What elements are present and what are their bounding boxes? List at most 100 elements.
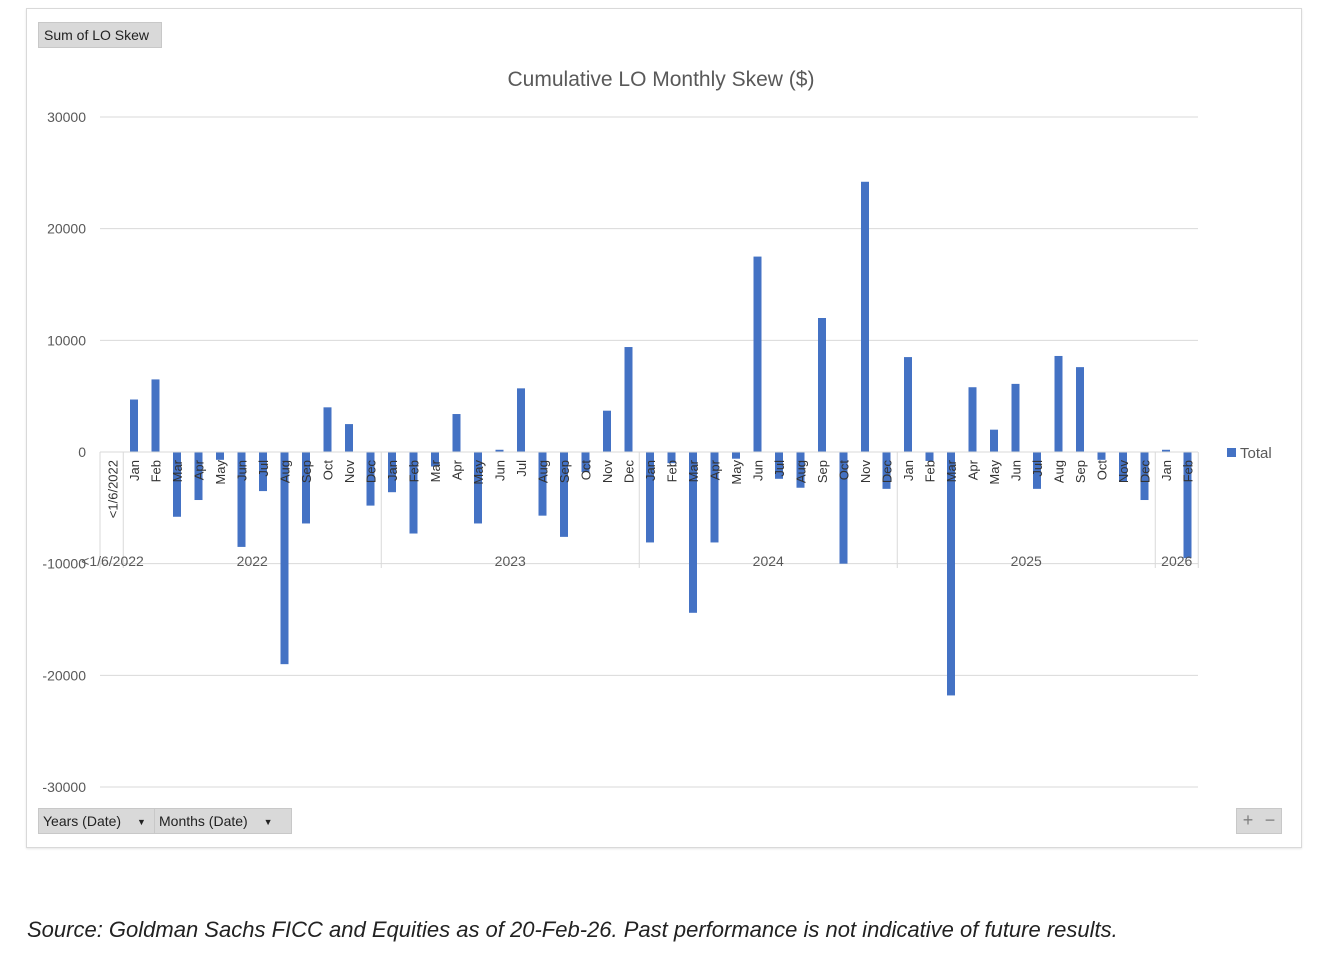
x-month-label: Mar xyxy=(428,459,443,482)
legend: Total xyxy=(1227,445,1272,462)
y-tick-label: -20000 xyxy=(42,667,86,683)
x-month-label: Dec xyxy=(880,460,895,484)
bar-2024-Oct xyxy=(839,452,848,564)
x-month-label: Mar xyxy=(170,459,185,482)
bar-2026-Jan xyxy=(1162,449,1170,452)
bar-2022-Jun xyxy=(237,452,246,547)
x-month-label: Mar xyxy=(944,459,959,482)
bar-2023-Dec xyxy=(624,347,633,452)
bar-2025-Mar xyxy=(947,452,955,696)
x-month-label: <1/6/2022 xyxy=(106,460,121,518)
x-month-label: Jun xyxy=(751,460,766,481)
x-month-label: Jul xyxy=(514,460,529,477)
y-tick-label: -10000 xyxy=(42,556,86,572)
bar-2022-Feb xyxy=(151,379,160,452)
legend-label-total: Total xyxy=(1240,445,1272,462)
x-month-label: Nov xyxy=(342,460,357,484)
bar-2025-May xyxy=(990,429,998,452)
x-month-label: May xyxy=(471,460,486,485)
x-month-label: Sep xyxy=(299,460,314,483)
bar-2023-Jul xyxy=(517,388,525,452)
x-month-label: Dec xyxy=(622,460,637,484)
value-field-button[interactable]: Sum of LO Skew xyxy=(38,22,163,48)
dropdown-arrow-icon: ▼ xyxy=(263,817,273,828)
y-axis-tick-labels: 30000 20000 10000 0 -10000 -20000 -30000 xyxy=(42,109,86,795)
y-tick-label: 30000 xyxy=(47,109,86,125)
bar-2024-Aug xyxy=(796,452,805,488)
bar-2025-Nov xyxy=(1119,452,1127,482)
x-month-label: Apr xyxy=(708,459,723,480)
bar-2025-Sep xyxy=(1076,367,1084,452)
x-month-label: Jun xyxy=(1009,460,1024,481)
x-month-label: Apr xyxy=(450,459,465,480)
x-month-label: Sep xyxy=(557,460,572,483)
x-month-label: Oct xyxy=(579,460,594,481)
x-month-label: Jan xyxy=(127,460,142,481)
bar-2023-May xyxy=(474,452,482,524)
x-month-label: Aug xyxy=(794,460,809,483)
x-month-label: Jan xyxy=(643,460,658,481)
expand-field-button[interactable]: + xyxy=(1242,810,1254,830)
x-year-label: 2024 xyxy=(753,553,784,569)
years-date-label: Years (Date) xyxy=(43,813,122,829)
x-month-label: Jun xyxy=(235,460,250,481)
bar-2024-Feb xyxy=(667,452,676,464)
bar-2022-Sep xyxy=(302,452,310,524)
bar-2023-Aug xyxy=(538,452,547,516)
bar-2024-Nov xyxy=(861,181,869,452)
collapse-field-button[interactable]: − xyxy=(1264,810,1276,830)
x-month-label: Mar xyxy=(686,459,701,482)
x-month-label: Aug xyxy=(278,460,293,483)
x-month-label: Apr xyxy=(192,459,207,480)
x-month-label: Jan xyxy=(901,460,916,481)
x-month-label: May xyxy=(729,460,744,485)
x-month-label: Nov xyxy=(600,460,615,484)
x-month-label: Feb xyxy=(149,460,164,482)
bar-2022-Jan xyxy=(130,399,138,452)
x-month-label: Jun xyxy=(493,460,508,481)
bar-2024-Jun xyxy=(753,256,762,452)
x-month-label: Feb xyxy=(923,460,938,482)
bar-2025-Feb xyxy=(925,452,934,461)
bar-2023-Jan xyxy=(388,452,396,493)
x-month-label: Aug xyxy=(1052,460,1067,483)
bar-2023-Nov xyxy=(603,410,611,452)
bar-2023-Jun xyxy=(495,449,504,452)
bar-2025-Jun xyxy=(1011,383,1020,452)
bar-2022-Jul xyxy=(259,452,267,492)
bar-2023-Apr xyxy=(452,414,461,452)
bar-2024-Apr xyxy=(710,452,719,543)
y-tick-label: 10000 xyxy=(47,332,86,348)
x-month-label: Oct xyxy=(1095,460,1110,481)
y-tick-label: 0 xyxy=(78,444,86,460)
x-month-label: May xyxy=(213,460,228,485)
x-month-label: Jul xyxy=(1030,460,1045,477)
bar-2025-Oct xyxy=(1097,452,1106,460)
x-year-label: <1/6/2022 xyxy=(81,553,144,569)
x-month-label: Sep xyxy=(815,460,830,483)
x-month-label: Oct xyxy=(837,460,852,481)
bar-2024-Jan xyxy=(646,452,654,543)
source-note: Source: Goldman Sachs FICC and Equities … xyxy=(27,917,1118,942)
bars xyxy=(130,181,1192,696)
chart-title: Cumulative LO Monthly Skew ($) xyxy=(508,68,815,91)
x-axis: <1/6/2022 Jan Feb Mar Apr May Jun Jul Aug Sep Oct N… xyxy=(81,451,1199,569)
bar-2024-Sep xyxy=(818,318,826,452)
bar-2022-Aug xyxy=(280,452,289,665)
x-year-label: 2023 xyxy=(495,553,526,569)
bar-2022-May xyxy=(216,452,224,460)
x-month-label: Feb xyxy=(665,460,680,482)
bar-2026-Feb xyxy=(1183,452,1192,559)
y-tick-label: -30000 xyxy=(42,779,86,795)
bar-2025-Apr xyxy=(968,387,977,452)
months-date-field-button[interactable]: Months (Date) ▼ xyxy=(154,808,292,834)
x-month-label: Nov xyxy=(858,460,873,484)
dropdown-arrow-icon: ▼ xyxy=(136,817,146,828)
bar-2025-Dec xyxy=(1140,452,1149,501)
x-month-label: Feb xyxy=(407,460,422,482)
years-date-field-button[interactable]: Years (Date) ▼ xyxy=(38,808,162,834)
bar-2025-Jul xyxy=(1033,452,1041,489)
x-month-label: Nov xyxy=(1116,460,1131,484)
x-month-label: Dec xyxy=(364,460,379,484)
x-month-label: Jul xyxy=(256,460,271,477)
